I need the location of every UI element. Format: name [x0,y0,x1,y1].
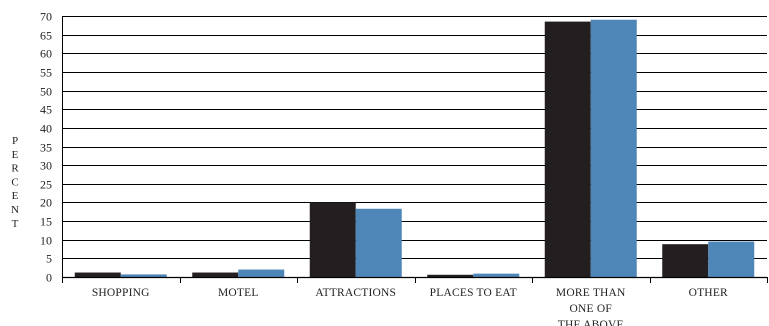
bar-series-2-cat-2 [238,269,285,277]
y-tick-label: 20 [40,196,52,210]
x-category-label: MORE THAN [556,287,626,299]
y-axis-label-letter: C [11,176,18,188]
gridlines [62,16,767,278]
y-tick-label: 40 [40,122,52,136]
y-tick-label: 30 [40,159,52,173]
axes [62,16,768,283]
y-axis-ticks: 0 5 10 15 20 25 30 35 40 45 50 55 60 65 70 [40,10,52,285]
bar-series-2-cat-1 [120,274,167,277]
y-tick-label: 55 [40,66,52,80]
y-axis-label-letter: E [12,190,19,202]
y-tick-label: 65 [40,29,52,43]
bars [74,19,755,277]
y-tick-label: 60 [40,47,52,61]
bar-series-2-cat-5 [590,19,637,277]
bar-series-1-cat-2 [192,272,239,277]
x-category-label: OTHER [689,287,728,299]
y-tick-label: 0 [46,271,52,285]
bar-series-1-cat-3 [309,202,356,277]
bar-series-1-cat-1 [74,272,121,277]
x-category-label: MOTEL [218,287,259,299]
y-tick-label: 15 [40,215,52,229]
x-category-label: THE ABOVE [558,319,624,326]
y-axis-label-letter: N [11,204,19,216]
y-tick-label: 50 [40,85,52,99]
y-axis-label-letter: P [12,135,18,147]
bar-series-2-cat-3 [355,208,402,277]
x-category-label: PLACES TO EAT [430,287,517,299]
bar-series-1-cat-5 [544,21,591,277]
y-axis-label-letter: R [11,163,19,175]
y-axis-label-letter: E [12,149,19,161]
x-category-label: ONE OF [570,303,612,315]
x-category-label: ATTRACTIONS [315,287,396,299]
y-tick-label: 45 [40,103,52,117]
bar-series-1-cat-4 [427,274,474,277]
y-tick-label: 35 [40,141,52,155]
x-axis-categories: SHOPPING MOTEL ATTRACTIONS PLACES TO EAT MOR… [92,287,728,326]
x-category-label: SHOPPING [92,287,150,299]
y-tick-label: 10 [40,234,52,248]
bar-series-1-cat-6 [662,244,709,277]
bar-series-2-cat-4 [473,273,520,277]
y-tick-label: 70 [40,10,52,24]
bar-series-2-cat-6 [708,241,755,277]
y-tick-label: 5 [46,252,52,266]
y-axis-label-letter: T [12,218,19,230]
y-tick-label: 25 [40,178,52,192]
